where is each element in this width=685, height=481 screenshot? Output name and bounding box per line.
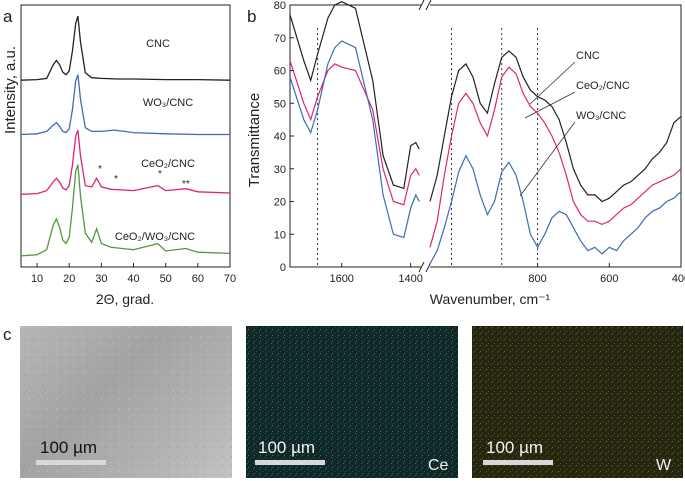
element-label-ce: Ce xyxy=(428,457,449,474)
axis-break-top-2 xyxy=(425,0,432,11)
ftir-dashed-lines xyxy=(317,28,539,267)
xrd-label-wo3-cnc: WO₃/CNC xyxy=(143,97,193,109)
leader-ceo2-cnc xyxy=(524,91,576,119)
ftir-x-axis-label: Wavenumber, cm⁻¹ xyxy=(430,291,551,307)
ftir-x-tick-label: 1400 xyxy=(398,273,422,285)
w-texture xyxy=(472,326,683,478)
xrd-x-axis-label: 2Θ, grad. xyxy=(96,291,154,307)
axis-break-mask-top xyxy=(421,0,430,10)
ce-texture xyxy=(246,326,458,478)
ftir-x-ticks: 1600 1400 800 600 400 xyxy=(329,263,685,285)
ftir-y-ticks: 0 10 20 30 40 50 60 70 80 xyxy=(274,0,294,274)
ftir-y-tick-label: 50 xyxy=(274,98,286,110)
ftir-label-wo3-cnc: WO₃/CNC xyxy=(576,110,626,122)
panel-label-c: c xyxy=(3,325,12,344)
xrd-x-ticks: 10 20 30 40 50 60 70 xyxy=(31,263,236,285)
xrd-line-cnc xyxy=(20,15,231,81)
xrd-y-axis-label: Intensity, a.u. xyxy=(2,46,19,134)
ftir-y-tick-label: 30 xyxy=(274,164,286,176)
ftir-x-tick-label: 800 xyxy=(528,273,546,285)
axis-break-bottom-1 xyxy=(418,261,425,273)
xrd-line-wo3-cnc xyxy=(20,74,230,136)
xrd-line-ceo2-cnc xyxy=(20,129,231,195)
axis-break-mask-bottom xyxy=(421,262,430,272)
scale-label-w: 100 µm xyxy=(486,438,543,457)
xrd-star-4: ** xyxy=(182,179,190,190)
ftir-label-cnc: CNC xyxy=(576,50,600,62)
ftir-y-tick-label: 20 xyxy=(274,197,286,209)
ftir-line-cnc-left xyxy=(289,1,420,190)
ftir-y-tick-label: 0 xyxy=(280,262,286,274)
scale-bar-sem xyxy=(36,460,106,465)
xrd-line-ceo2-wo3-cnc xyxy=(20,164,231,257)
xrd-x-tick-label: 10 xyxy=(31,273,43,285)
leader-wo3-cnc xyxy=(519,121,576,197)
xrd-axes-frame xyxy=(20,4,231,268)
xrd-x-tick-label: 60 xyxy=(192,273,204,285)
ftir-line-ceo2-cnc-right xyxy=(429,66,682,248)
sem-texture xyxy=(20,326,232,478)
element-label-w: W xyxy=(656,457,672,474)
xrd-x-tick-label: 40 xyxy=(127,273,139,285)
axis-break-top-1 xyxy=(418,0,425,11)
xrd-label-ceo2-cnc: CeO₂/CNC xyxy=(141,158,195,170)
ftir-line-wo3-cnc-left xyxy=(289,40,420,239)
ftir-line-cnc-right xyxy=(429,50,682,203)
ftir-y-axis-label: Transmittance xyxy=(246,93,263,187)
scale-label-ce: 100 µm xyxy=(258,438,315,457)
ftir-y-tick-label: 70 xyxy=(274,33,286,45)
ftir-y-tick-label: 10 xyxy=(274,229,286,241)
scale-bar-ce xyxy=(255,460,325,465)
scale-bar-w xyxy=(483,460,553,465)
leader-cnc xyxy=(529,61,576,105)
xrd-label-ceo2-wo3-cnc: CeO₂/WO₃/CNC xyxy=(115,231,195,243)
ftir-y-tick-label: 40 xyxy=(274,131,286,143)
ftir-x-tick-label: 400 xyxy=(672,273,685,285)
xrd-star-2: * xyxy=(114,174,118,185)
xrd-x-tick-label: 30 xyxy=(95,273,107,285)
ftir-y-tick-label: 80 xyxy=(274,0,286,12)
ftir-label-ceo2-cnc: CeO₂/CNC xyxy=(576,80,630,92)
xrd-star-3: * xyxy=(158,169,162,180)
ftir-x-tick-label: 1600 xyxy=(329,273,353,285)
xrd-label-cnc: CNC xyxy=(146,38,170,50)
ftir-series xyxy=(289,1,682,264)
xrd-x-tick-label: 50 xyxy=(160,273,172,285)
panel-label-b: b xyxy=(247,7,256,26)
ftir-line-ceo2-cnc-left xyxy=(289,60,420,206)
ftir-x-tick-label: 600 xyxy=(600,273,618,285)
xrd-x-tick-label: 20 xyxy=(63,273,75,285)
xrd-x-tick-label: 70 xyxy=(224,273,236,285)
ftir-line-wo3-cnc-right xyxy=(429,154,682,264)
xrd-series xyxy=(20,15,231,257)
xrd-star-1: * xyxy=(98,164,102,175)
scale-label-sem: 100 µm xyxy=(40,438,97,457)
ftir-y-tick-label: 60 xyxy=(274,66,286,78)
panel-label-a: a xyxy=(3,7,13,26)
